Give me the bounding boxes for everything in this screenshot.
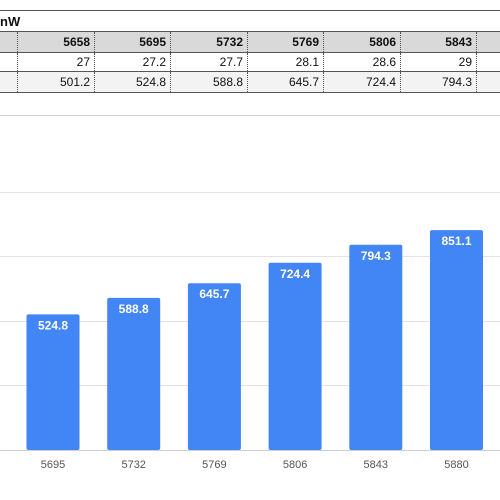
spreadsheet-table: nW 5658 5695 5732 5769 5806 5843 27 27.2… (0, 0, 500, 118)
x-tick-label: 5806 (283, 459, 307, 471)
table-cell[interactable]: 28.1 (248, 53, 324, 71)
table-cell-blank[interactable] (477, 72, 500, 92)
header-cell[interactable]: 5806 (324, 32, 401, 52)
table-title: nW (0, 14, 21, 29)
chart-bar[interactable] (268, 262, 322, 450)
chart-bar[interactable] (349, 244, 403, 450)
header-cell[interactable]: 5732 (171, 32, 248, 52)
header-cell[interactable]: 5658 (18, 32, 95, 52)
x-tick-label: 5769 (202, 459, 226, 471)
table-row: 501.2 524.8 588.8 645.7 724.4 794.3 (0, 72, 500, 93)
table-cell-blank[interactable] (0, 53, 18, 71)
x-tick-label: 5843 (364, 459, 388, 471)
bar-value-label: 851.1 (441, 234, 471, 248)
header-cell[interactable]: 5843 (401, 32, 477, 52)
header-cell[interactable]: 5769 (248, 32, 324, 52)
table-cell-blank[interactable] (477, 53, 500, 71)
table-row: 27 27.2 27.7 28.1 28.6 29 (0, 53, 500, 72)
table-cell[interactable]: 645.7 (248, 72, 324, 92)
chart-bar[interactable] (107, 297, 161, 450)
bar-value-label: 794.3 (361, 249, 391, 263)
table-cell[interactable]: 588.8 (171, 72, 248, 92)
chart-bar[interactable] (26, 314, 80, 450)
x-tick-label: 5732 (121, 459, 145, 471)
sheet-chart-divider (0, 115, 500, 116)
bar-value-label: 645.7 (199, 287, 229, 301)
table-cell[interactable]: 794.3 (401, 72, 477, 92)
header-cell-blank[interactable] (0, 32, 18, 52)
table-title-row[interactable]: nW (0, 10, 500, 32)
chart-grid (0, 192, 500, 451)
table-cell[interactable]: 28.6 (324, 53, 401, 71)
x-tick-label: 5695 (41, 459, 65, 471)
bar-value-label: 588.8 (119, 302, 149, 316)
x-tick-label: 5880 (444, 459, 468, 471)
table-cell-blank[interactable] (0, 72, 18, 92)
chart-bar[interactable] (430, 230, 483, 450)
chart-bar[interactable] (187, 283, 241, 450)
table-cell[interactable]: 724.4 (324, 72, 401, 92)
table-cell[interactable]: 27 (18, 53, 95, 71)
table-header-row: 5658 5695 5732 5769 5806 5843 (0, 32, 500, 53)
bar-value-label: 724.4 (280, 267, 310, 281)
table-cell[interactable]: 524.8 (95, 72, 171, 92)
header-cell-blank[interactable] (477, 32, 500, 52)
table-cell[interactable]: 29 (401, 53, 477, 71)
bar-value-label: 524.8 (38, 318, 68, 332)
table-cell[interactable]: 501.2 (18, 72, 95, 92)
header-cell[interactable]: 5695 (95, 32, 171, 52)
chart-x-axis-labels: 8569557325769580658435880 (41, 459, 469, 471)
table-cell[interactable]: 27.2 (95, 53, 171, 71)
table-cell[interactable]: 27.7 (171, 53, 248, 71)
